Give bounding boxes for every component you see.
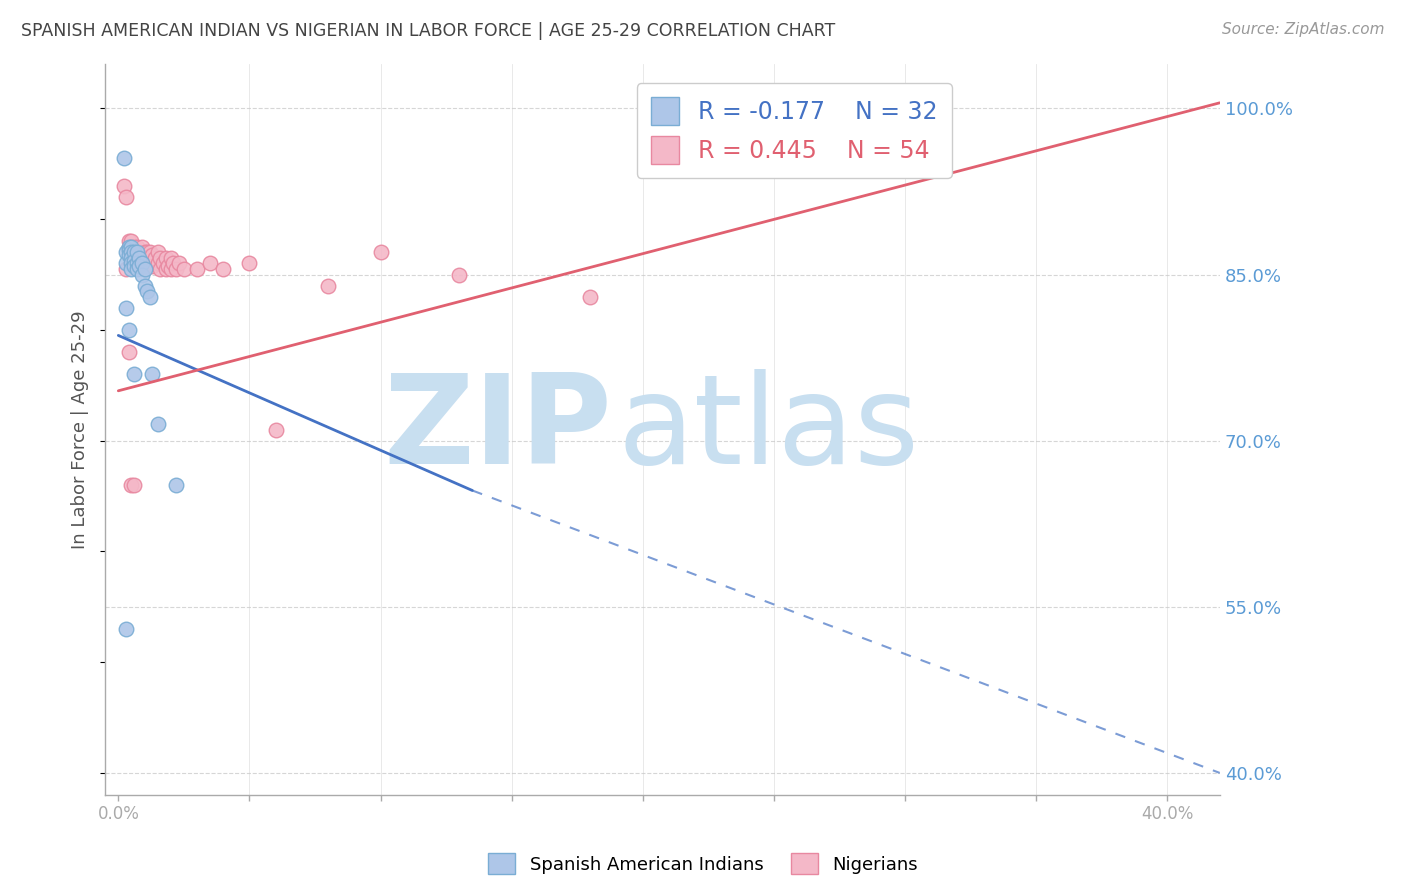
Point xyxy=(143,251,166,265)
Point xyxy=(165,262,187,277)
Point xyxy=(134,262,156,277)
Point xyxy=(112,178,135,193)
Point xyxy=(122,245,145,260)
Point xyxy=(141,247,163,261)
Point xyxy=(112,151,135,165)
Point xyxy=(122,240,145,254)
Point xyxy=(579,290,602,304)
Point xyxy=(238,256,260,270)
Point xyxy=(370,245,392,260)
Point xyxy=(125,251,148,265)
Point xyxy=(134,259,156,273)
Point xyxy=(155,251,177,265)
Point xyxy=(115,301,138,315)
Legend: R = -0.177    N = 32, R = 0.445    N = 54: R = -0.177 N = 32, R = 0.445 N = 54 xyxy=(637,83,952,178)
Point xyxy=(125,256,148,270)
Point xyxy=(131,268,153,282)
Point xyxy=(122,254,145,268)
Point xyxy=(136,256,159,270)
Point xyxy=(149,262,172,277)
Point xyxy=(139,245,162,260)
Point xyxy=(155,262,177,277)
Point xyxy=(167,256,190,270)
Point xyxy=(118,240,141,254)
Point xyxy=(134,254,156,268)
Point xyxy=(120,234,142,248)
Point xyxy=(198,256,221,270)
Y-axis label: In Labor Force | Age 25-29: In Labor Force | Age 25-29 xyxy=(72,310,89,549)
Point xyxy=(131,240,153,254)
Point xyxy=(139,256,162,270)
Point xyxy=(136,245,159,260)
Point xyxy=(120,251,142,265)
Point xyxy=(152,256,174,270)
Point xyxy=(128,245,150,260)
Point xyxy=(125,245,148,260)
Point xyxy=(120,245,142,260)
Text: Source: ZipAtlas.com: Source: ZipAtlas.com xyxy=(1222,22,1385,37)
Point xyxy=(118,345,141,359)
Point xyxy=(122,259,145,273)
Point xyxy=(157,259,180,273)
Point xyxy=(125,245,148,260)
Point xyxy=(136,284,159,298)
Point xyxy=(120,256,142,270)
Point xyxy=(134,245,156,260)
Point xyxy=(139,290,162,304)
Point xyxy=(131,256,153,270)
Point xyxy=(118,234,141,248)
Text: ZIP: ZIP xyxy=(384,369,612,490)
Point xyxy=(159,262,181,277)
Point xyxy=(125,262,148,277)
Point xyxy=(115,256,138,270)
Point xyxy=(449,268,471,282)
Point xyxy=(120,245,142,260)
Point xyxy=(134,278,156,293)
Point xyxy=(115,190,138,204)
Point xyxy=(316,278,339,293)
Point xyxy=(128,251,150,265)
Point xyxy=(128,256,150,270)
Text: atlas: atlas xyxy=(617,369,920,490)
Point xyxy=(149,251,172,265)
Point xyxy=(122,245,145,260)
Point xyxy=(125,240,148,254)
Text: SPANISH AMERICAN INDIAN VS NIGERIAN IN LABOR FORCE | AGE 25-29 CORRELATION CHART: SPANISH AMERICAN INDIAN VS NIGERIAN IN L… xyxy=(21,22,835,40)
Point xyxy=(120,240,142,254)
Point xyxy=(115,262,138,277)
Point xyxy=(173,262,195,277)
Point xyxy=(141,259,163,273)
Point xyxy=(120,262,142,277)
Point xyxy=(141,367,163,381)
Point xyxy=(122,367,145,381)
Point xyxy=(212,262,235,277)
Point xyxy=(128,259,150,273)
Point xyxy=(159,251,181,265)
Point xyxy=(118,240,141,254)
Point xyxy=(789,112,811,127)
Point xyxy=(118,243,141,257)
Point xyxy=(146,417,169,431)
Point xyxy=(264,423,287,437)
Point xyxy=(122,478,145,492)
Point xyxy=(115,245,138,260)
Point xyxy=(146,245,169,260)
Point xyxy=(115,622,138,636)
Point xyxy=(162,256,184,270)
Point xyxy=(118,247,141,261)
Point xyxy=(146,256,169,270)
Point xyxy=(165,478,187,492)
Point xyxy=(120,240,142,254)
Point xyxy=(118,323,141,337)
Legend: Spanish American Indians, Nigerians: Spanish American Indians, Nigerians xyxy=(481,846,925,881)
Point xyxy=(120,478,142,492)
Point xyxy=(186,262,208,277)
Point xyxy=(131,251,153,265)
